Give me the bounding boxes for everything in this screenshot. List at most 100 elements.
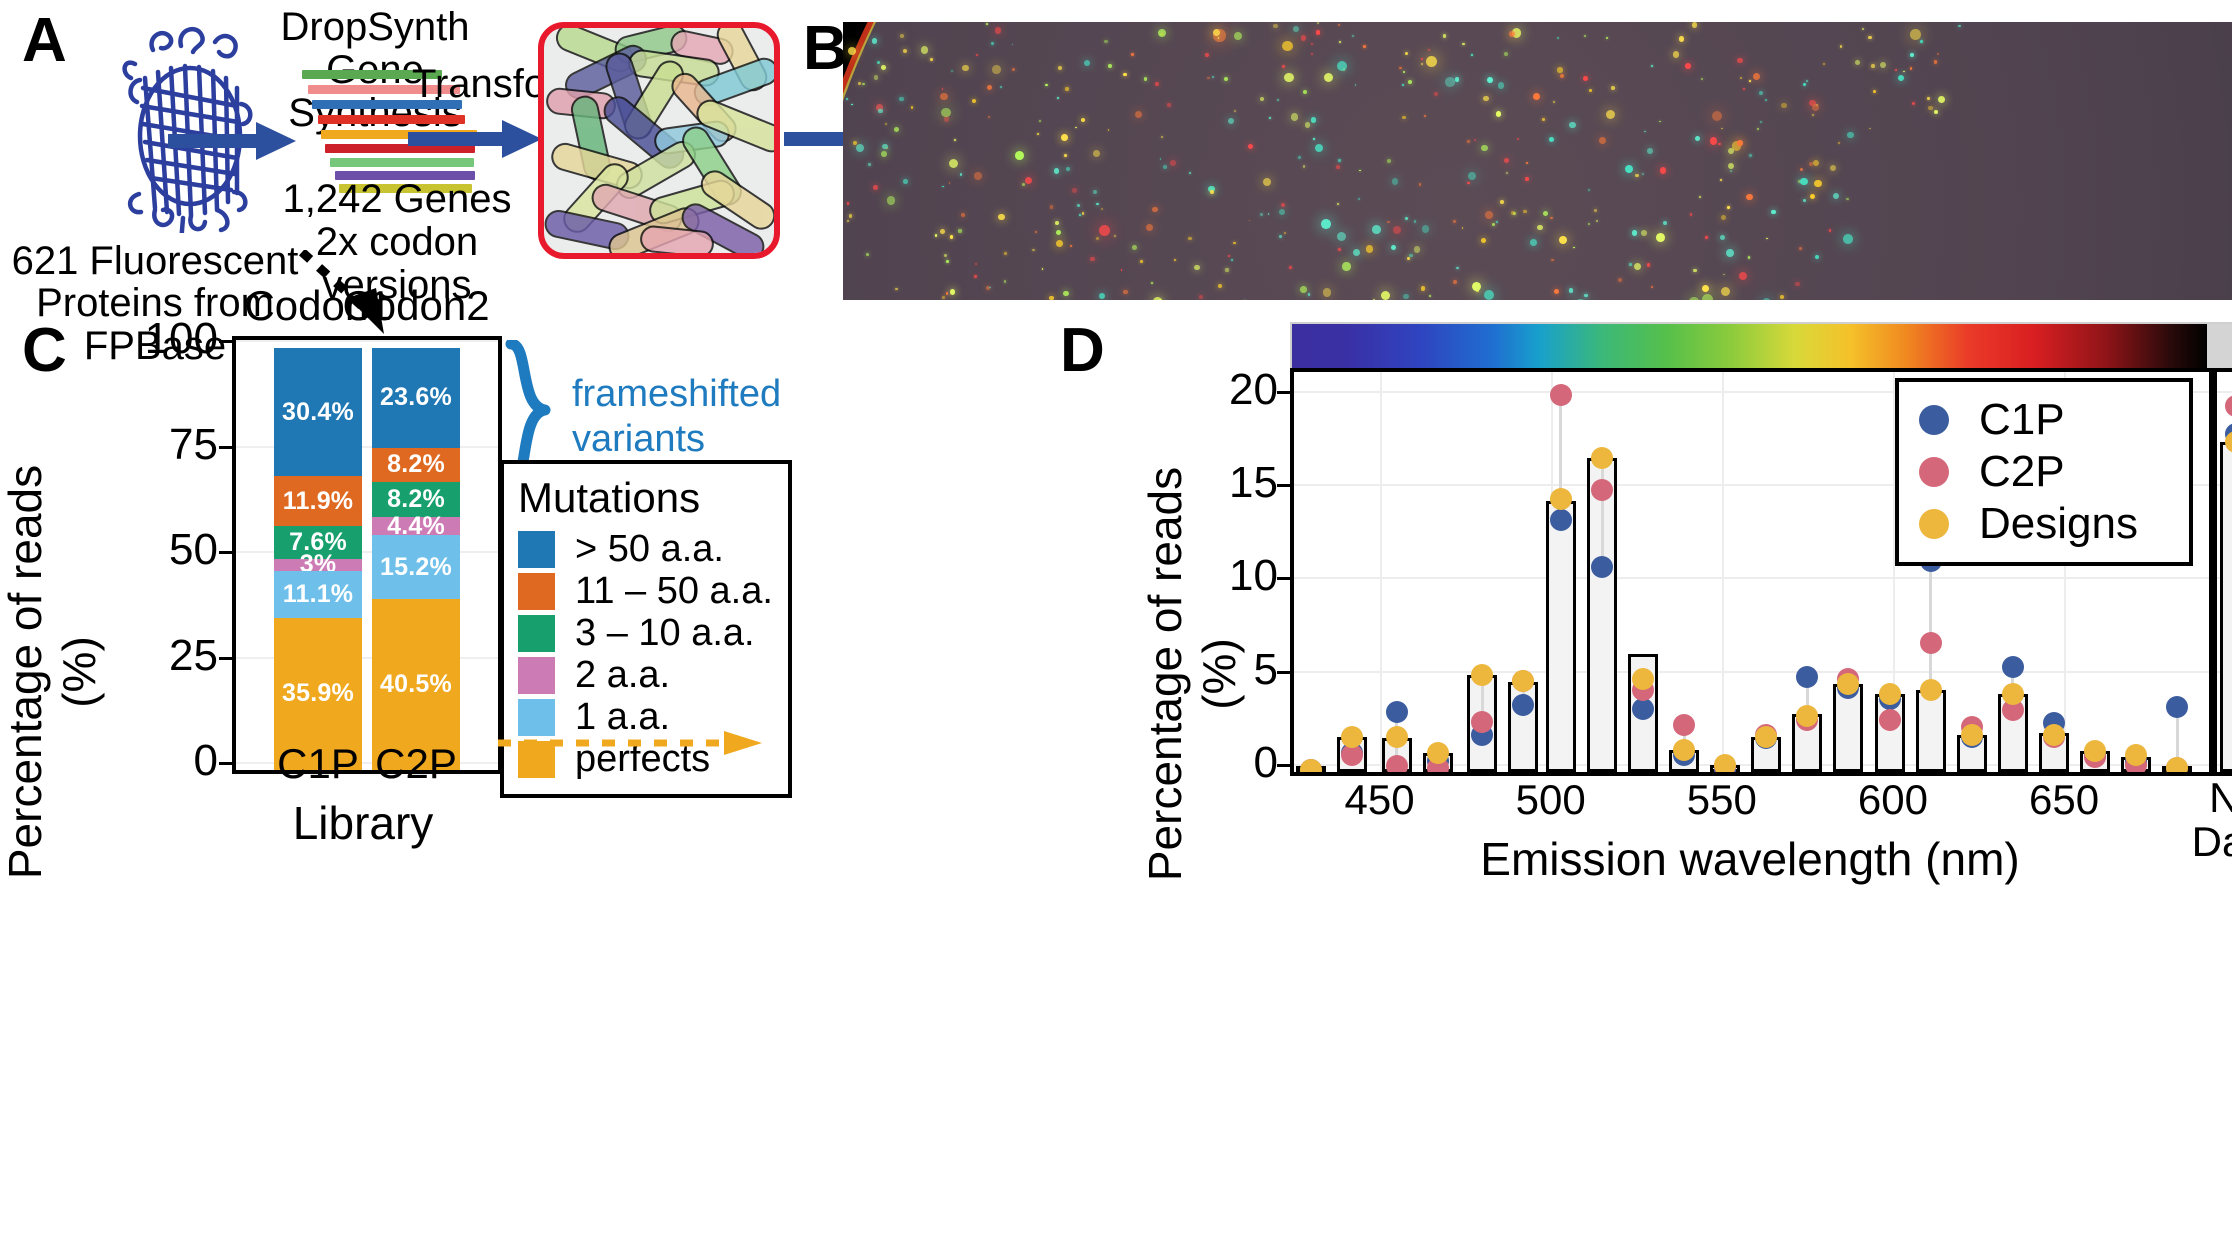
colony-spot xyxy=(1693,268,1697,273)
nodata-bar[interactable] xyxy=(2220,441,2232,772)
data-point-Designs[interactable] xyxy=(2124,744,2147,767)
data-point-Designs[interactable] xyxy=(1300,759,1323,772)
colony-spot xyxy=(1336,202,1339,205)
bar-segment[interactable]: 30.4% xyxy=(274,348,362,477)
data-point-C2P[interactable] xyxy=(1919,632,1942,655)
data-point-C1P[interactable] xyxy=(1796,665,1819,688)
data-point-Designs[interactable] xyxy=(2042,723,2065,746)
fluorescent-colony-plate-image xyxy=(843,22,2232,300)
data-point-C1P[interactable] xyxy=(1385,701,1408,724)
data-point-Designs[interactable] xyxy=(1755,725,1778,748)
colony-spot xyxy=(1207,76,1210,79)
bar-segment[interactable]: 35.9% xyxy=(274,618,362,770)
legend-swatch xyxy=(518,614,555,652)
colony-spot xyxy=(1700,77,1704,80)
gene-bar xyxy=(302,70,442,79)
bar-segment[interactable]: 11.9% xyxy=(274,476,362,527)
segment-value-label: 11.1% xyxy=(282,580,354,609)
colony-spot xyxy=(1174,258,1177,261)
data-point-C1P[interactable] xyxy=(1549,509,1572,531)
bar-segment[interactable]: 4.4% xyxy=(372,512,460,540)
data-point-Designs[interactable] xyxy=(1878,682,1901,705)
data-point-C2P[interactable] xyxy=(2001,699,2024,722)
y-tick-mark xyxy=(1277,764,1290,767)
data-point-Designs[interactable] xyxy=(2001,682,2024,705)
data-point-Designs[interactable] xyxy=(2224,430,2232,453)
data-point-Designs[interactable] xyxy=(1471,663,1494,686)
data-point-Designs[interactable] xyxy=(1549,488,1572,511)
legend-row[interactable]: > 50 a.a. xyxy=(518,528,776,570)
bar-segment[interactable]: 8.2% xyxy=(372,482,460,517)
data-point-C2P[interactable] xyxy=(2224,395,2232,418)
colony-spot xyxy=(1247,143,1253,149)
data-point-Designs[interactable] xyxy=(1919,678,1942,701)
colony-spot xyxy=(930,58,934,62)
colony-spot xyxy=(1170,160,1177,166)
gene-bar xyxy=(308,85,460,94)
data-point-C2P[interactable] xyxy=(1385,755,1408,772)
colony-spot xyxy=(1588,223,1591,226)
data-point-C2P[interactable] xyxy=(1341,744,1364,767)
data-point-Designs[interactable] xyxy=(1632,667,1655,690)
colony-spot xyxy=(1523,209,1527,214)
colony-spot xyxy=(1022,182,1026,186)
data-point-C1P[interactable] xyxy=(2166,695,2189,718)
legend-row[interactable]: 3 – 10 a.a. xyxy=(518,612,776,654)
dropsynth-process-label: DropSynthGeneSynthesis xyxy=(280,5,470,135)
wavelength-bar[interactable] xyxy=(1545,501,1576,772)
colony-spot xyxy=(853,141,858,146)
data-point-Designs[interactable] xyxy=(1591,447,1614,470)
data-point-C2P[interactable] xyxy=(1591,479,1614,502)
point-stem xyxy=(2011,659,2015,703)
legend-row[interactable]: 2 a.a. xyxy=(518,654,776,696)
colony-spot xyxy=(1553,100,1556,103)
colony-spot xyxy=(1727,148,1734,154)
bar-segment[interactable]: 15.2% xyxy=(372,535,460,600)
data-point-Designs[interactable] xyxy=(1673,738,1696,761)
y-tick-label: 0 xyxy=(193,736,218,785)
data-point-C2P[interactable] xyxy=(1673,714,1696,737)
colony-spot xyxy=(1618,277,1623,283)
colony-spot xyxy=(998,213,1005,221)
legend-row[interactable]: 1 a.a. xyxy=(518,696,776,738)
colony-spot xyxy=(962,64,969,72)
bar-segment[interactable]: 3% xyxy=(274,550,362,578)
gridline-h xyxy=(1294,390,2209,393)
data-point-C2P[interactable] xyxy=(1471,710,1494,733)
data-point-Designs[interactable] xyxy=(1796,705,1819,727)
data-point-C2P[interactable] xyxy=(1549,383,1572,406)
bar-segment[interactable]: 23.6% xyxy=(372,348,460,448)
colony-spot xyxy=(1910,29,1921,40)
wavelength-bar[interactable] xyxy=(1915,689,1946,772)
data-point-Designs[interactable] xyxy=(2166,757,2189,772)
stacked-bar-C1P[interactable]: 30.4% 11.9% 7.6% 3% 11.1% 35.9% xyxy=(274,348,362,770)
colony-spot xyxy=(1828,229,1831,232)
data-point-C1P[interactable] xyxy=(1591,555,1614,578)
data-point-C2P[interactable] xyxy=(1878,708,1901,731)
colony-spot xyxy=(1404,51,1408,55)
colony-spot xyxy=(1584,294,1588,298)
data-point-Designs[interactable] xyxy=(1960,723,1983,746)
data-point-C1P[interactable] xyxy=(2001,656,2024,679)
legend-row[interactable]: 11 – 50 a.a. xyxy=(518,570,776,612)
data-point-C1P[interactable] xyxy=(1632,697,1655,720)
legend-row[interactable]: Designs xyxy=(1913,498,2175,550)
bar-segment[interactable]: 11.1% xyxy=(274,571,362,619)
legend-row[interactable]: C1P xyxy=(1913,394,2175,446)
data-point-Designs[interactable] xyxy=(1426,742,1449,765)
stacked-bar-C2P[interactable]: 23.6% 8.2% 8.2% 4.4% 15.2% 40.5% xyxy=(372,348,460,771)
data-point-C1P[interactable] xyxy=(1512,693,1535,716)
data-point-Designs[interactable] xyxy=(2083,740,2106,763)
bar-segment[interactable]: 7.6% xyxy=(274,526,362,559)
bar-segment[interactable]: 40.5% xyxy=(372,599,460,771)
data-point-Designs[interactable] xyxy=(1714,753,1737,772)
bar-segment[interactable]: 8.2% xyxy=(372,447,460,483)
colony-spot xyxy=(1072,188,1077,193)
data-point-Designs[interactable] xyxy=(1512,669,1535,692)
colony-spot xyxy=(873,75,879,80)
data-point-Designs[interactable] xyxy=(1341,725,1364,748)
legend-row[interactable]: C2P xyxy=(1913,446,2175,498)
data-point-Designs[interactable] xyxy=(1385,725,1408,748)
panel-c: Percentage of reads (%) 0 25 50 75 100 30.4%… xyxy=(0,250,1050,1245)
data-point-Designs[interactable] xyxy=(1837,673,1860,696)
